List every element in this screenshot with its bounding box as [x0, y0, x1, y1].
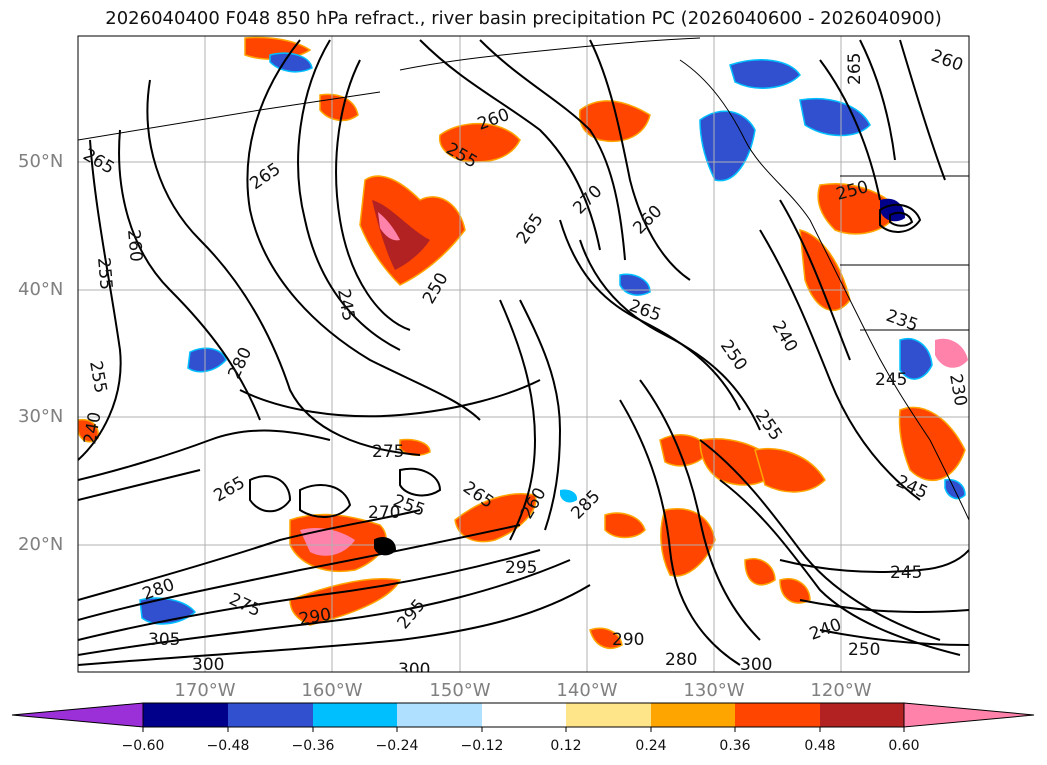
precip-area-east3	[754, 448, 826, 493]
contour-label: 230	[945, 372, 970, 407]
colorbar-swatch	[566, 703, 651, 727]
map-content: 265 260 255 265 245 250 265 270 260 265 …	[78, 36, 970, 680]
precip-neg-west1	[187, 347, 227, 373]
lon-label: 130°W	[683, 680, 745, 701]
chart-title: 2026040400 F048 850 hPa refract., river …	[105, 8, 942, 29]
contour-label: 305	[148, 630, 180, 650]
colorbar-tick-label: −0.48	[206, 738, 250, 754]
contour-label: 290	[612, 630, 644, 650]
colorbar-tick-label: −0.36	[291, 738, 335, 754]
precip-neg-small1	[560, 489, 578, 503]
colorbar-tick-label: −0.24	[375, 738, 419, 754]
precip-core-hawaii	[300, 528, 355, 556]
contour-label: 245	[875, 370, 907, 390]
lon-label: 150°W	[429, 680, 491, 701]
contour-label: 280	[665, 650, 697, 670]
precip-area-subtropics	[454, 493, 537, 543]
lon-label: 170°W	[174, 680, 236, 701]
colorbar-swatch	[228, 703, 313, 727]
lat-label: 40°N	[18, 279, 64, 300]
precip-area-top2	[319, 93, 359, 122]
colorbar-swatch	[397, 703, 482, 727]
colorbar-tick-label: −0.12	[460, 738, 504, 754]
colorbar-swatch	[820, 703, 904, 727]
colorbar-tick-label: 0.60	[888, 738, 920, 754]
contour-label: 245	[890, 563, 922, 583]
precip-area-east6	[744, 558, 776, 586]
colorbar-tick-label: 0.36	[719, 738, 751, 754]
colorbar-swatch	[651, 703, 735, 727]
contour-label: 275	[372, 442, 404, 462]
map-frame	[77, 35, 970, 673]
lat-label: 20°N	[18, 534, 64, 555]
precip-area-east8	[589, 627, 623, 649]
lat-label: 50°N	[18, 151, 64, 172]
colorbar-tick-label: 0.48	[804, 738, 836, 754]
contour-label: 300	[192, 655, 224, 675]
contour-label: 260	[123, 229, 146, 263]
colorbar-tick-label: −0.60	[121, 738, 165, 754]
colorbar	[11, 702, 1035, 732]
precip-area-mid	[399, 438, 431, 456]
colorbar-swatch	[482, 703, 566, 727]
precip-neg-north1	[729, 59, 801, 89]
lon-label: 160°W	[301, 680, 363, 701]
colorbar-swatch	[313, 703, 397, 727]
lon-label: 120°W	[810, 680, 872, 701]
contour-label: 270	[368, 503, 400, 523]
precip-peak-central-pacific	[378, 212, 400, 241]
contour-label: 250	[848, 640, 880, 660]
precip-neg-small3	[944, 478, 966, 500]
precip-area-coast4	[935, 338, 968, 368]
contour-label: 295	[505, 558, 537, 578]
lat-label: 30°N	[18, 406, 64, 427]
colorbar-swatch	[735, 703, 820, 727]
coastlines	[78, 37, 969, 554]
colorbar-frame	[142, 702, 905, 728]
precip-neg-coast	[899, 338, 933, 380]
precip-area-east5	[604, 512, 646, 539]
contour-label: 255	[93, 257, 116, 291]
precip-core-central-pacific	[372, 200, 430, 270]
precip-band-southwest	[289, 577, 402, 626]
colorbar-swatch	[143, 703, 228, 727]
colorbar-extend-low	[11, 702, 144, 728]
contour-label: 300	[398, 660, 430, 680]
contour-label: 300	[740, 655, 772, 675]
precip-neg-north2	[799, 98, 871, 137]
contour-label: 265	[845, 53, 865, 85]
colorbar-tick-label: 0.24	[635, 738, 667, 754]
graticule	[78, 36, 969, 672]
precip-area-east7	[779, 578, 811, 604]
colorbar-extend-high	[903, 702, 1035, 728]
refractivity-contours	[78, 39, 969, 666]
colorbar-tick-label: 0.12	[550, 738, 582, 754]
lon-label: 140°W	[556, 680, 618, 701]
